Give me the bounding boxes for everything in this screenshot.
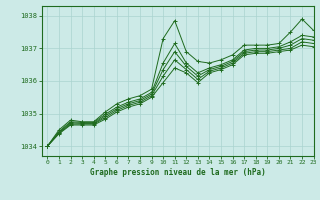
X-axis label: Graphe pression niveau de la mer (hPa): Graphe pression niveau de la mer (hPa) xyxy=(90,168,266,177)
